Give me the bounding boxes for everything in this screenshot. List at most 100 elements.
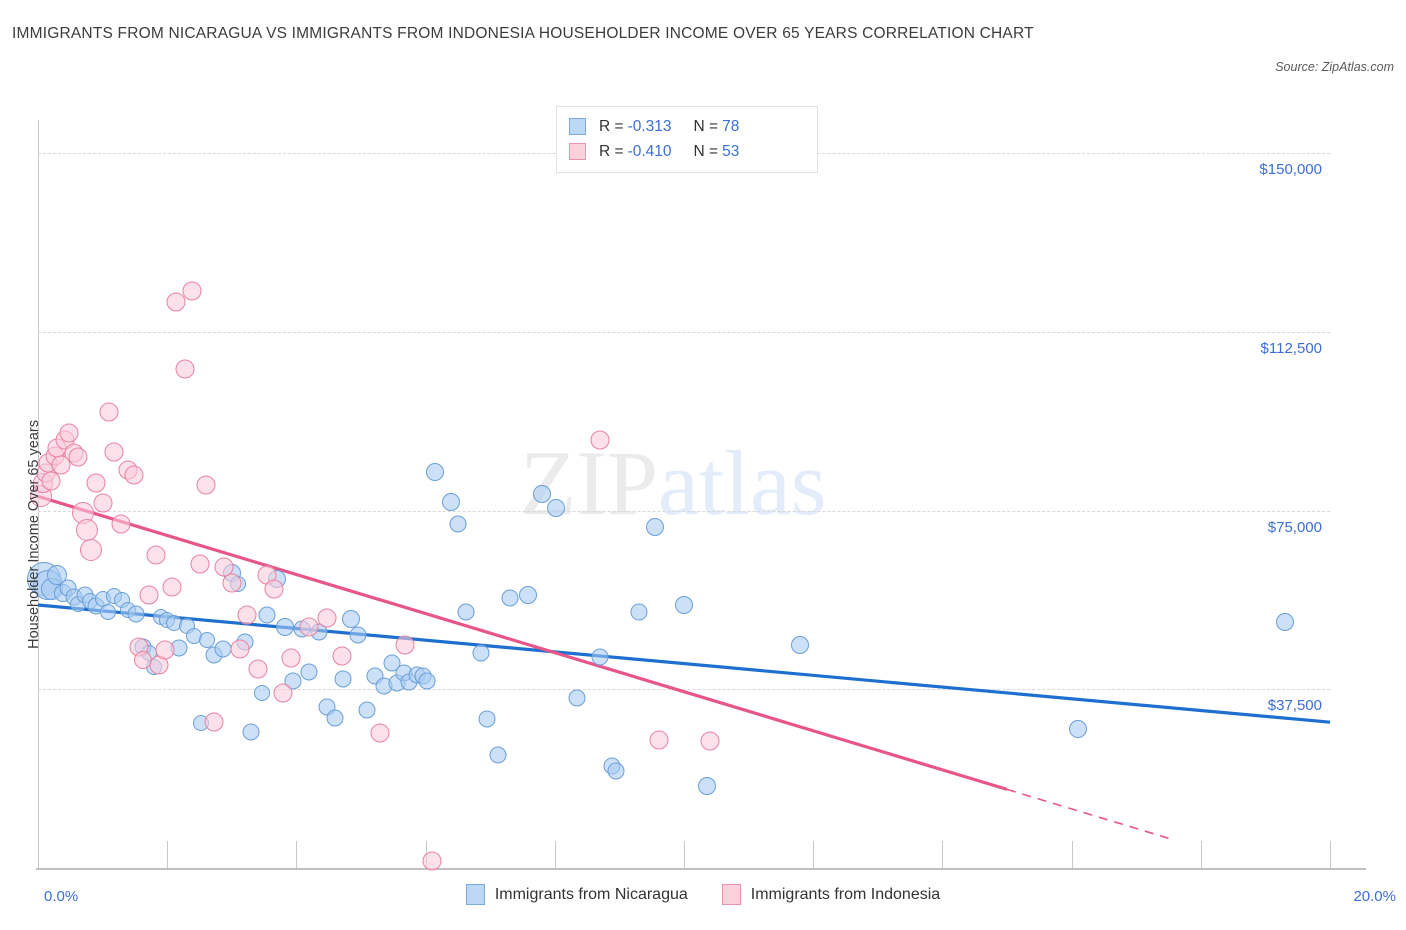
n-value: 53 (722, 142, 740, 160)
data-point-nicaragua (242, 723, 260, 741)
n-label: N = (693, 142, 719, 160)
data-point-nicaragua (358, 701, 376, 719)
data-point-indonesia (332, 646, 352, 666)
r-value: -0.313 (627, 117, 672, 135)
trendline (37, 603, 1331, 724)
x-axis-min-label: 0.0% (44, 888, 79, 905)
data-point-indonesia (317, 608, 337, 628)
data-point-nicaragua (501, 589, 519, 607)
data-point-nicaragua (489, 746, 507, 764)
data-point-indonesia (155, 640, 175, 660)
data-point-nicaragua (630, 603, 648, 621)
data-point-indonesia (76, 518, 99, 541)
trendline-extension (1006, 788, 1169, 839)
r-label: R = (599, 142, 624, 160)
y-axis-tick-label: $37,500 (1267, 697, 1322, 715)
trendline (37, 494, 1008, 791)
data-point-indonesia (700, 731, 720, 751)
data-point-nicaragua (675, 596, 693, 614)
data-point-nicaragua (645, 517, 664, 536)
legend-label-nicaragua: Immigrants from Nicaragua (494, 885, 688, 903)
data-point-nicaragua (326, 709, 344, 727)
trend-lines (37, 494, 1331, 839)
series-swatch-indonesia-icon (569, 143, 586, 160)
data-point-nicaragua (457, 603, 475, 621)
data-point-nicaragua (568, 689, 586, 707)
data-point-indonesia (86, 473, 106, 493)
data-point-indonesia (68, 447, 88, 467)
data-point-indonesia (104, 442, 124, 462)
data-point-indonesia (395, 635, 415, 655)
data-point-indonesia (370, 723, 390, 743)
x-axis-tick (1330, 841, 1331, 868)
legend-swatch-indonesia-icon (721, 884, 741, 905)
data-point-indonesia (139, 585, 159, 605)
y-axis-title: Householder Income Over 65 years (26, 420, 42, 649)
stats-row: R = -0.313 N = 78 (569, 114, 805, 139)
data-point-nicaragua (697, 777, 716, 796)
data-point-indonesia (51, 455, 71, 475)
gridline (38, 689, 1330, 691)
x-axis-tick (38, 841, 39, 868)
page-title: IMMIGRANTS FROM NICARAGUA VS IMMIGRANTS … (12, 25, 1034, 42)
source-attribution: Source: ZipAtlas.com (1275, 60, 1394, 74)
data-point-nicaragua (472, 644, 489, 662)
data-point-nicaragua (127, 605, 145, 623)
data-point-indonesia (124, 465, 144, 485)
data-point-nicaragua (418, 672, 436, 690)
legend-item-indonesia[interactable]: Immigrants from Indonesia (721, 884, 941, 905)
data-point-nicaragua (442, 493, 461, 512)
data-point-indonesia (204, 712, 224, 732)
x-axis-tick (555, 841, 556, 868)
data-point-nicaragua (478, 710, 496, 728)
data-point-indonesia (281, 648, 301, 668)
data-point-nicaragua (1069, 719, 1088, 738)
correlation-stats-legend: R = -0.313 N = 78 R = -0.410 N = 53 (556, 106, 818, 173)
r-value: -0.410 (627, 142, 672, 160)
gridline (38, 510, 1330, 512)
data-point-indonesia (41, 471, 61, 491)
x-axis-tick (684, 841, 685, 868)
plot-area: $150,000 $112,500 $75,000 $37,500 Household… (26, 120, 1366, 871)
data-point-nicaragua (300, 663, 318, 681)
data-point-nicaragua (449, 515, 467, 533)
data-point-indonesia (111, 514, 131, 534)
y-axis-tick-label: $112,500 (1260, 340, 1322, 357)
data-point-nicaragua (426, 462, 445, 481)
data-point-nicaragua (253, 684, 270, 701)
data-point-indonesia (196, 475, 216, 495)
data-point-nicaragua (547, 498, 566, 517)
data-point-nicaragua (591, 648, 609, 666)
data-point-indonesia (230, 639, 250, 659)
x-axis-tick (942, 841, 943, 868)
data-point-nicaragua (349, 626, 367, 644)
x-axis-tick (296, 841, 297, 868)
legend-label-indonesia: Immigrants from Indonesia (750, 885, 941, 903)
data-point-indonesia (175, 359, 195, 379)
data-point-nicaragua (532, 485, 551, 504)
data-point-nicaragua (607, 762, 625, 780)
data-point-indonesia (222, 573, 242, 593)
stats-row: R = -0.410 N = 53 (569, 139, 805, 164)
data-point-indonesia (162, 577, 182, 597)
data-point-indonesia (166, 292, 186, 312)
legend-item-nicaragua[interactable]: Immigrants from Nicaragua (465, 884, 688, 905)
data-point-indonesia (649, 730, 669, 750)
n-value: 78 (722, 117, 740, 135)
data-point-indonesia (237, 605, 257, 625)
data-point-indonesia (59, 423, 79, 443)
gridline (38, 332, 1330, 333)
data-point-nicaragua (791, 636, 810, 655)
data-point-nicaragua (258, 606, 276, 624)
data-point-indonesia (248, 659, 268, 679)
data-point-indonesia (273, 683, 293, 703)
data-point-indonesia (133, 651, 152, 670)
data-point-indonesia (182, 281, 202, 301)
y-axis-tick-label: $75,000 (1267, 518, 1322, 536)
x-axis-tick (1072, 841, 1073, 868)
data-point-nicaragua (214, 640, 232, 658)
data-point-indonesia (422, 851, 442, 871)
data-point-indonesia (99, 402, 119, 422)
data-point-nicaragua (334, 670, 352, 688)
